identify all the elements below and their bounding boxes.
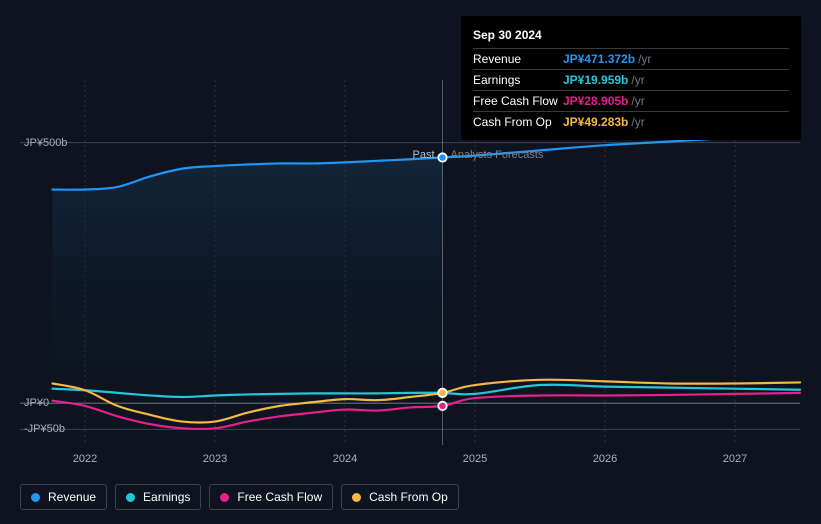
x-tick-label: 2026 (593, 453, 617, 465)
financial-forecast-chart: JP¥500b JP¥0 -JP¥50b 2022 2023 2024 2025 2026 2… (0, 0, 821, 524)
y-tick-label: -JP¥50b (24, 423, 65, 435)
forecast-label: Analysts Forecasts (451, 149, 544, 161)
tooltip-row-label: Earnings (473, 73, 563, 87)
tooltip-row: Cash From OpJP¥49.283b/yr (473, 111, 789, 132)
x-tick-label: 2025 (463, 453, 487, 465)
tooltip-row-unit: /yr (631, 115, 644, 129)
past-label: Past (413, 149, 435, 161)
legend-item-cfo[interactable]: Cash From Op (341, 484, 459, 510)
cursor-dot-revenue (438, 153, 446, 161)
tooltip-row-value: JP¥471.372b (563, 52, 635, 66)
x-tick-label: 2027 (723, 453, 747, 465)
cursor-dot-cfo (438, 389, 446, 397)
legend-item-label: Free Cash Flow (237, 490, 322, 504)
legend-swatch-icon (220, 493, 229, 502)
tooltip-date: Sep 30 2024 (473, 24, 789, 48)
legend-item-label: Revenue (48, 490, 96, 504)
legend-swatch-icon (352, 493, 361, 502)
tooltip-row-label: Free Cash Flow (473, 94, 563, 108)
legend-item-label: Cash From Op (369, 490, 448, 504)
cursor-dot-fcf (438, 402, 446, 410)
tooltip-row-unit: /yr (638, 52, 651, 66)
tooltip-row-unit: /yr (631, 73, 644, 87)
tooltip-row: Free Cash FlowJP¥28.905b/yr (473, 90, 789, 111)
tooltip-row-value: JP¥19.959b (563, 73, 628, 87)
legend: Revenue Earnings Free Cash Flow Cash From O… (20, 484, 459, 510)
legend-swatch-icon (31, 493, 40, 502)
tooltip-row-label: Cash From Op (473, 115, 563, 129)
tooltip-row-value: JP¥49.283b (563, 115, 628, 129)
x-tick-label: 2024 (333, 453, 357, 465)
x-tick-label: 2023 (203, 453, 227, 465)
tooltip-row-value: JP¥28.905b (563, 94, 628, 108)
tooltip-row: EarningsJP¥19.959b/yr (473, 69, 789, 90)
legend-swatch-icon (126, 493, 135, 502)
legend-item-label: Earnings (143, 490, 190, 504)
tooltip-row-label: Revenue (473, 52, 563, 66)
y-tick-label: JP¥500b (24, 137, 67, 149)
legend-item-earnings[interactable]: Earnings (115, 484, 201, 510)
y-tick-label: JP¥0 (24, 397, 49, 409)
legend-item-fcf[interactable]: Free Cash Flow (209, 484, 333, 510)
hover-tooltip: Sep 30 2024 RevenueJP¥471.372b/yrEarning… (461, 16, 801, 140)
tooltip-row: RevenueJP¥471.372b/yr (473, 48, 789, 69)
tooltip-row-unit: /yr (631, 94, 644, 108)
x-tick-label: 2022 (73, 453, 97, 465)
legend-item-revenue[interactable]: Revenue (20, 484, 107, 510)
